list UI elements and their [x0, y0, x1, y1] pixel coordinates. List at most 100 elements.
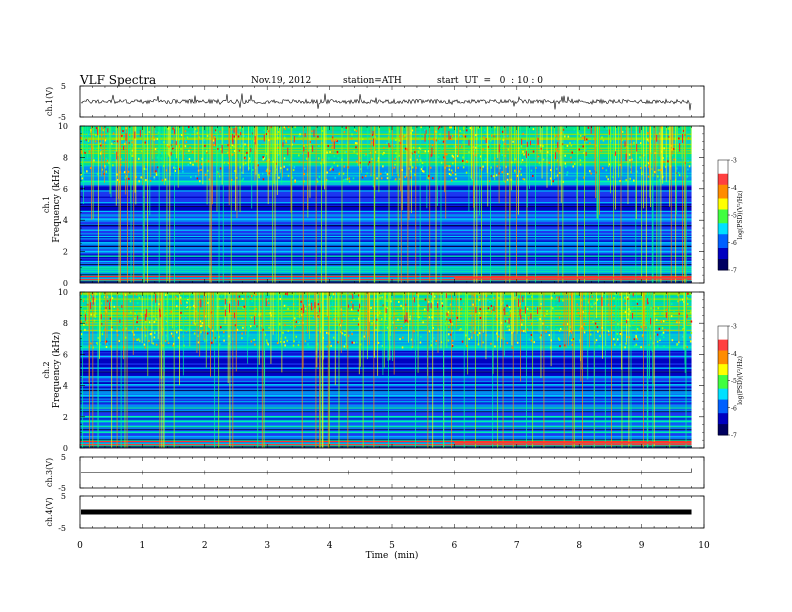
spectrogram-noise: [501, 143, 504, 146]
spectrogram-noise: [244, 153, 247, 156]
spectrogram-noise: [95, 134, 97, 137]
spectrogram-noise: [672, 147, 675, 150]
spectrogram-noise: [465, 171, 468, 174]
spectrogram-noise: [332, 336, 335, 339]
spectrogram-band: [80, 236, 692, 239]
spectrogram-noise: [243, 305, 245, 308]
spectrogram-line: [454, 276, 692, 279]
spectrogram-noise: [124, 336, 127, 339]
spectrogram-band: [80, 216, 692, 218]
spectrogram-noise: [272, 328, 275, 331]
spectrogram-noise: [392, 316, 394, 319]
spectrogram-band: [80, 131, 692, 133]
spectrogram-noise: [542, 145, 544, 148]
spectrogram-sferic: [125, 126, 127, 195]
spectrogram-sferic: [496, 292, 498, 342]
spectrogram-noise: [201, 163, 203, 166]
spectrogram-noise: [277, 131, 280, 134]
spectrogram-band: [80, 303, 692, 305]
spectrogram-noise: [143, 343, 146, 346]
spectrogram-burst: [359, 303, 361, 309]
spectrogram-sferic: [553, 126, 555, 179]
spectrogram-noise: [506, 319, 509, 322]
colorbar-segment: [718, 250, 728, 254]
spectrogram-noise: [558, 338, 561, 341]
spectrogram-noise: [91, 300, 94, 303]
start-ut-label: start UT = 0 : 10 : 0: [437, 76, 543, 86]
spectrogram-noise: [394, 179, 396, 182]
spectrogram-burst: [229, 303, 231, 313]
spectrogram-sferic: [173, 292, 175, 448]
spectrogram-noise: [411, 346, 414, 349]
spectrogram-noise: [90, 129, 92, 132]
spectrogram-noise: [360, 150, 362, 153]
spectrogram-noise: [212, 329, 214, 332]
spectrogram-sferic: [675, 126, 677, 215]
spectrogram-noise: [455, 145, 458, 148]
spectrogram-noise: [531, 322, 533, 325]
spectrogram-band: [80, 331, 692, 334]
colorbar-segment: [718, 388, 728, 392]
spectrogram-noise: [403, 149, 405, 152]
spectrogram-noise: [554, 157, 556, 160]
spectrogram-band: [80, 366, 692, 369]
spectrogram-noise: [283, 135, 286, 138]
spectrogram-band: [80, 304, 692, 307]
spectrogram-noise: [661, 333, 663, 336]
spectrogram-noise: [447, 311, 450, 314]
spectrogram-noise: [293, 166, 296, 169]
y-axis-label: ch.3(V): [45, 458, 54, 487]
spectrogram-noise: [497, 335, 500, 338]
spectrogram-noise: [476, 302, 478, 305]
spectrogram-noise: [240, 145, 242, 148]
colorbar-segment: [718, 209, 728, 213]
spectrogram-noise: [676, 343, 678, 346]
spectrogram-sferic: [132, 292, 134, 355]
spectrogram-sferic: [183, 126, 185, 160]
spectrogram-sferic: [118, 126, 120, 283]
spectrogram-sferic: [234, 126, 236, 211]
spectrogram-sferic: [577, 126, 579, 155]
colorbar-segment: [718, 407, 728, 411]
spectrogram-noise: [523, 180, 525, 183]
spectrogram-noise: [88, 150, 91, 153]
spectrogram-noise: [194, 128, 197, 131]
spectrogram-noise: [687, 293, 690, 296]
spectrogram-sferic: [504, 292, 506, 356]
spectrogram-noise: [332, 293, 334, 296]
spectrogram-noise: [85, 313, 88, 316]
spectrogram-sferic: [393, 292, 395, 375]
spectrogram-noise: [690, 331, 693, 334]
spectrogram-noise: [490, 166, 492, 169]
spectrogram-sferic: [173, 126, 175, 152]
spectrogram-noise: [244, 157, 247, 160]
spectrogram-noise: [660, 320, 663, 323]
spectrogram-burst: [108, 302, 110, 309]
spectrogram-sferic: [645, 126, 647, 283]
spectrogram-burst: [307, 151, 309, 158]
spectrogram-sferic: [308, 292, 310, 339]
spectrogram-burst: [427, 303, 429, 312]
spectrogram-burst: [232, 139, 234, 145]
spectrogram-noise: [483, 136, 485, 139]
spectrogram-sferic: [520, 126, 521, 165]
spectrogram-noise: [337, 157, 340, 160]
spectrogram-noise: [462, 156, 464, 159]
spectrogram-noise: [560, 292, 562, 295]
spectrogram-band: [80, 267, 692, 270]
spectrogram-noise: [244, 147, 246, 150]
spectrogram-noise: [325, 305, 328, 308]
spectrogram-noise: [665, 308, 668, 311]
spectrogram-noise: [139, 319, 141, 322]
spectrogram-noise: [288, 163, 291, 166]
spectrogram-band: [80, 187, 692, 190]
spectrogram-noise: [630, 166, 632, 169]
spectrogram-band: [80, 257, 692, 260]
spectrogram-band: [80, 350, 692, 353]
y-tick-label: 6: [63, 185, 68, 194]
spectrogram-sferic: [278, 292, 279, 344]
spectrogram-noise: [138, 296, 141, 299]
spectrogram-noise: [479, 175, 481, 178]
spectrogram-noise: [170, 310, 172, 313]
spectrogram-sferic: [277, 292, 279, 332]
